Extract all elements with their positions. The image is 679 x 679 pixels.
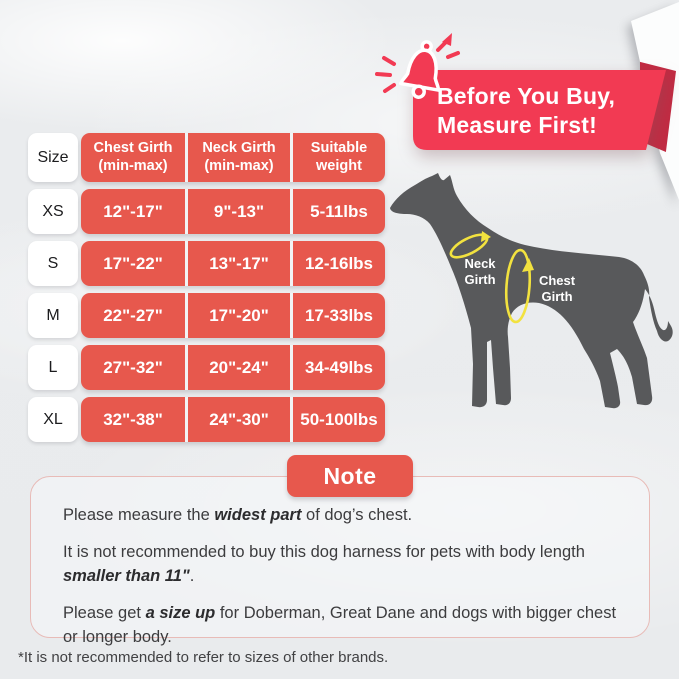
note-body: Please measure the widest part of dog’s … [31,477,649,650]
table-row: L 27"-32" 20"-24" 34-49lbs [28,345,385,390]
dog-measure-diagram: Neck Girth Chest Girth [390,173,673,409]
weight-cell: 12-16lbs [290,241,385,286]
neck-arrow-icon [481,231,491,242]
table-row: XS 12"-17" 9"-13" 5-11lbs [28,189,385,234]
chest-girth-cell: 22"-27" [103,305,163,325]
neck-girth-cell: 20"-24" [185,345,290,390]
chest-girth-cell: 17"-22" [103,253,163,273]
weight-cell: 5-11lbs [290,189,385,234]
neck-girth-cell: 24"-30" [185,397,290,442]
measurements-block: 22"-27" 17"-20" 17-33lbs [81,293,385,338]
chest-girth-label-line2: Girth [541,289,572,304]
note-paragraph: It is not recommended to buy this dog ha… [63,542,585,585]
chest-girth-label-line1: Chest [539,273,576,288]
banner-title-line2: Measure First! [437,112,598,138]
neck-girth-label-line1: Neck [464,256,496,271]
size-cell: XS [28,189,78,234]
size-cell: M [28,293,78,338]
size-cell: L [28,345,78,390]
chest-girth-cell: 32"-38" [103,409,163,429]
table-header-row: Size Chest Girth (min-max) Neck Girth (min-m… [28,133,385,182]
note-box: Please measure the widest part of dog’s … [30,476,650,646]
banner-shape [413,70,666,150]
alert-triangle [442,33,452,46]
size-cell: Size [28,133,78,182]
table-row: XL 32"-38" 24"-30" 50-100lbs [28,397,385,442]
weight-cell: 50-100lbs [290,397,385,442]
note-paragraph: Please measure the widest part of dog’s … [63,506,413,524]
measurements-block: 12"-17" 9"-13" 5-11lbs [81,189,385,234]
chest-girth-cell: 12"-17" [103,201,163,221]
weight-cell: 34-49lbs [290,345,385,390]
measurements-block: 32"-38" 24"-30" 50-100lbs [81,397,385,442]
alert-dashes [375,40,460,93]
chest-girth-cell: Chest Girth (min-max) [93,140,173,174]
neck-girth-cell: 9"-13" [185,189,290,234]
size-cell: S [28,241,78,286]
weight-cell: 17-33lbs [290,293,385,338]
neck-girth-label-line2: Girth [464,272,495,287]
table-row: M 22"-27" 17"-20" 17-33lbs [28,293,385,338]
neck-girth-cell: 13"-17" [185,241,290,286]
size-table: Size Chest Girth (min-max) Neck Girth (min-m… [28,133,385,449]
measurements-block: 27"-32" 20"-24" 34-49lbs [81,345,385,390]
size-cell: XL [28,397,78,442]
neck-girth-cell: Neck Girth (min-max) [185,133,290,182]
chest-girth-cell: 27"-32" [103,357,163,377]
note-badge: Note [287,455,413,497]
banner-title: Before You Buy, Measure First! [437,82,615,140]
banner-title-line1: Before You Buy, [437,83,616,109]
table-row: S 17"-22" 13"-17" 12-16lbs [28,241,385,286]
weight-cell: Suitable weight [290,133,385,182]
chest-arrow-icon [522,258,534,272]
chest-girth-ellipse [504,248,532,324]
bell-alert-icon [375,33,460,99]
neck-girth-cell: 17"-20" [185,293,290,338]
measurements-block: Chest Girth (min-max) Neck Girth (min-max) S… [81,133,385,182]
dog-silhouette [390,173,673,409]
banner [413,70,670,155]
measurements-block: 17"-22" 13"-17" 12-16lbs [81,241,385,286]
note-paragraph: Please get a size up for Doberman, Great… [63,603,617,646]
footnote: *It is not recommended to refer to sizes… [18,649,389,666]
